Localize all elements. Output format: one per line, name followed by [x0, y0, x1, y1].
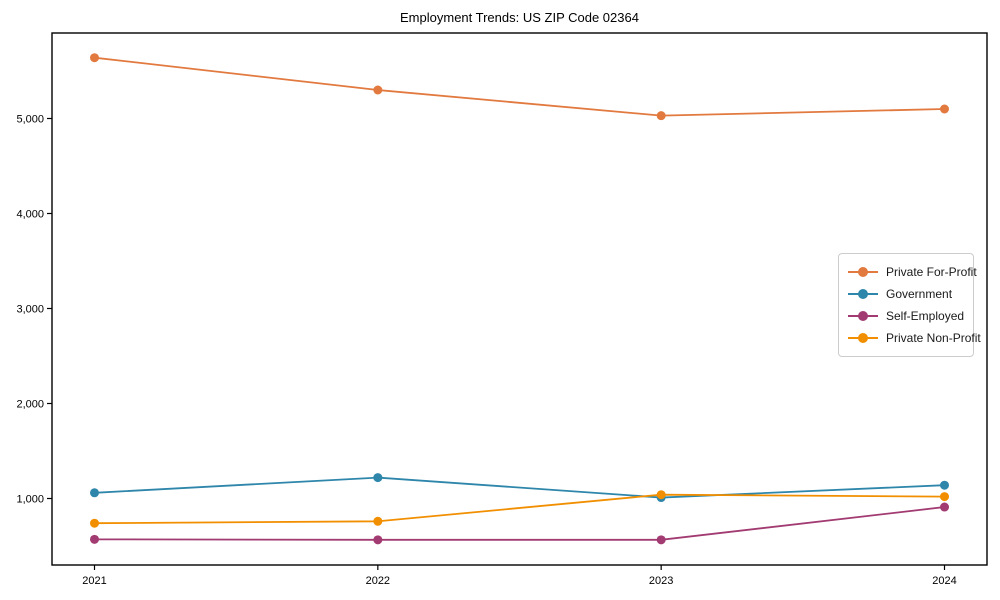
data-point-private-non-profit	[940, 492, 949, 502]
data-point-self-employed	[373, 535, 383, 545]
data-point-self-employed	[940, 502, 949, 512]
data-point-private-for-profit	[90, 53, 99, 63]
legend-label: Government	[886, 287, 953, 301]
chart-title: Employment Trends: US ZIP Code 02364	[400, 10, 639, 25]
x-axis-tick-label: 2022	[366, 575, 390, 587]
data-point-self-employed	[90, 534, 99, 544]
chart-legend: Private For-Profit Government Self-Employe…	[838, 253, 981, 357]
legend-marker-icon	[848, 333, 878, 343]
data-point-government	[373, 473, 383, 483]
data-point-self-employed	[656, 535, 666, 545]
x-axis-tick-label: 2024	[932, 575, 956, 587]
legend-label: Self-Employed	[886, 309, 965, 323]
series-line-government	[94, 476, 945, 499]
legend-item-self-employed: Self-Employed	[848, 305, 964, 327]
data-point-private-for-profit	[373, 85, 383, 95]
x-axis-tick-label: 2023	[649, 575, 673, 587]
legend-item-private-for-profit: Private For-Profit	[848, 261, 977, 283]
data-point-private-non-profit	[373, 516, 383, 526]
data-point-government	[90, 488, 99, 498]
legend-item-private-non-profit: Private Non-Profit	[848, 327, 981, 349]
legend-item-government: Government	[848, 283, 964, 305]
legend-marker-icon	[848, 267, 878, 277]
series-line-private-for-profit	[94, 56, 945, 117]
y-axis-tick-label: 2,000	[16, 399, 44, 411]
legend-label: Private Non-Profit	[886, 331, 981, 345]
data-point-private-non-profit	[90, 518, 99, 528]
data-point-private-non-profit	[656, 490, 666, 500]
series-line-self-employed	[94, 506, 945, 541]
legend-marker-icon	[848, 289, 878, 299]
y-axis-tick-label: 4,000	[16, 209, 44, 221]
y-axis-tick-label: 5,000	[16, 114, 44, 126]
data-point-private-for-profit	[656, 111, 666, 121]
legend-marker-icon	[848, 311, 878, 321]
x-axis-tick-label: 2021	[82, 575, 106, 587]
y-axis-tick-label: 3,000	[16, 304, 44, 316]
data-point-private-for-profit	[940, 104, 949, 114]
y-axis-tick-label: 1,000	[16, 494, 44, 506]
plot-frame	[51, 32, 988, 566]
series-line-private-non-profit	[94, 493, 945, 525]
data-point-government	[940, 480, 949, 490]
legend-label: Private For-Profit	[886, 265, 977, 279]
